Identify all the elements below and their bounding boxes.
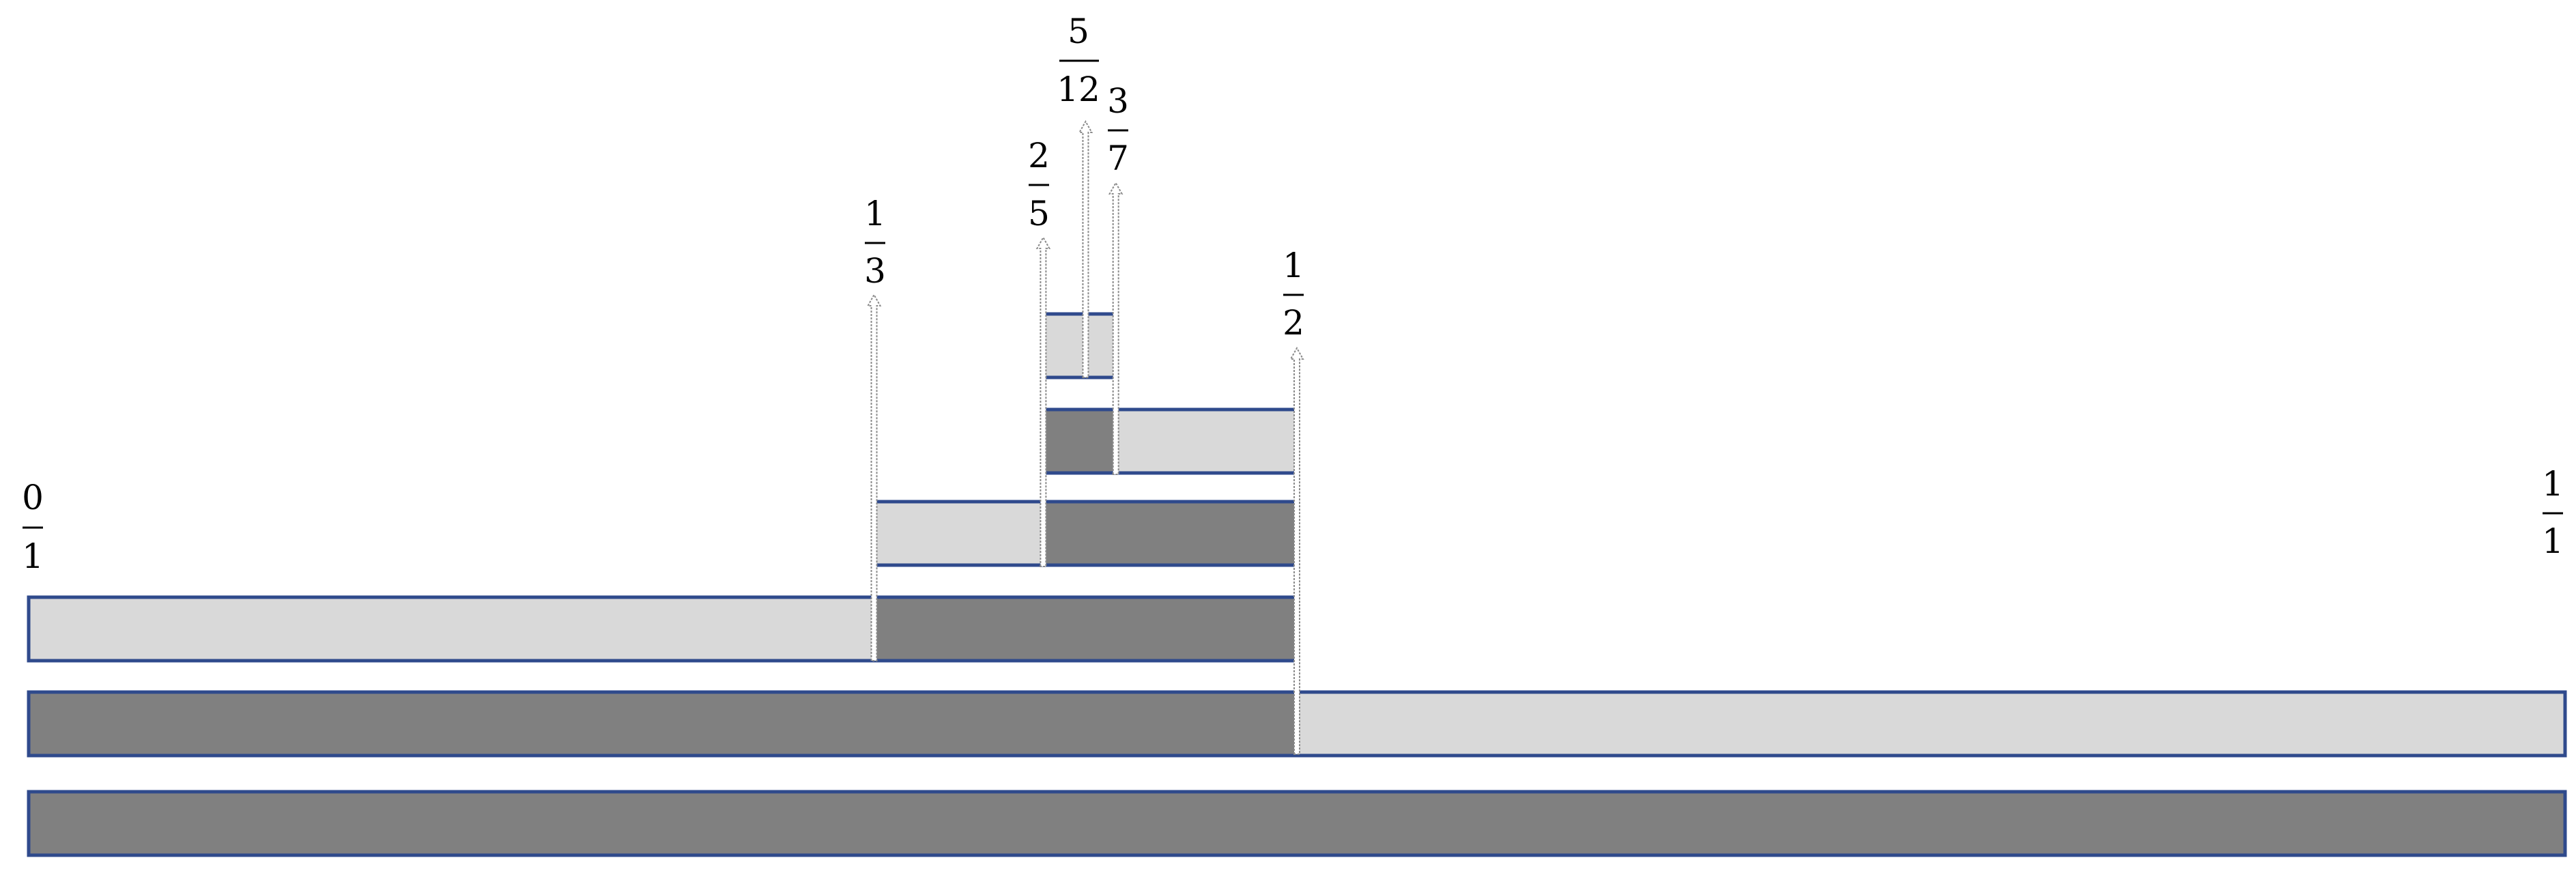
label-0-1-numerator: 0 — [22, 478, 44, 517]
bar-level-2 — [27, 595, 1299, 663]
label-1-2-denominator: 2 — [1283, 303, 1304, 343]
label-5-12: 5 12 — [1057, 12, 1100, 109]
label-1-1-denominator: 1 — [2542, 521, 2564, 561]
label-5-12-denominator: 12 — [1057, 70, 1100, 109]
bar-level-3 — [872, 500, 1299, 567]
label-1-3-numerator: 1 — [864, 194, 886, 233]
label-3-7: 3 7 — [1107, 81, 1129, 178]
arrow-1-2 — [1289, 346, 1304, 755]
bar-level-1 — [27, 690, 2567, 758]
bar-level-2-segment-0 — [27, 595, 876, 663]
bar-level-4-segment-0 — [1041, 407, 1118, 475]
bar-level-4 — [1041, 407, 1299, 475]
label-2-5-numerator: 2 — [1028, 136, 1050, 175]
label-3-7-numerator: 3 — [1107, 81, 1129, 121]
bar-level-4-segment-1 — [1114, 407, 1299, 475]
arrows-group — [866, 119, 1304, 755]
bar-level-5-segment-0 — [1041, 312, 1118, 379]
arrow-3-7 — [1108, 181, 1124, 475]
label-3-7-denominator: 7 — [1107, 139, 1129, 178]
fraction-labels: 0 1 1 1 1 3 2 5 5 12 3 7 1 — [22, 12, 2564, 576]
arrow-5-12 — [1078, 119, 1093, 378]
bar-level-3-segment-0 — [872, 500, 1045, 567]
bar-level-2-segment-1 — [872, 595, 1299, 663]
arrow-1-3 — [866, 293, 882, 661]
label-1-1: 1 1 — [2542, 464, 2564, 561]
bar-level-1-segment-0 — [27, 690, 1299, 758]
label-1-2: 1 2 — [1283, 246, 1304, 343]
bar-level-5 — [1041, 312, 1118, 379]
label-0-1-denominator: 1 — [22, 536, 44, 576]
label-1-1-numerator: 1 — [2542, 464, 2564, 504]
bar-level-0 — [27, 790, 2567, 857]
label-1-2-numerator: 1 — [1283, 246, 1304, 285]
bars-group — [27, 312, 2567, 857]
bar-level-3-segment-1 — [1041, 500, 1299, 567]
label-2-5-denominator: 5 — [1028, 194, 1050, 233]
arrow-2-5 — [1035, 235, 1051, 567]
label-1-3-denominator: 3 — [864, 251, 886, 291]
bar-level-0-segment-0 — [27, 790, 2567, 857]
label-1-3: 1 3 — [864, 194, 886, 291]
label-5-12-numerator: 5 — [1068, 12, 1089, 51]
bar-level-1-segment-1 — [1295, 690, 2567, 758]
label-0-1: 0 1 — [22, 478, 44, 576]
label-2-5: 2 5 — [1028, 136, 1050, 233]
